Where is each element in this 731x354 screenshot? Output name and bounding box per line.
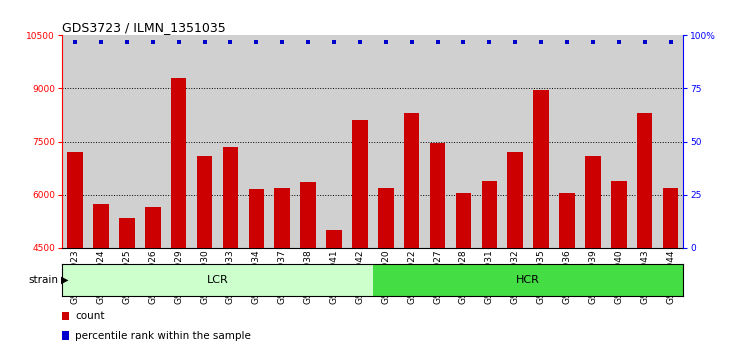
- Bar: [326, 230, 342, 354]
- Bar: [67, 152, 83, 354]
- Bar: [249, 189, 264, 354]
- Bar: [145, 207, 161, 354]
- Point: [483, 40, 495, 45]
- Point: [95, 40, 107, 45]
- Point: [199, 40, 211, 45]
- Text: ▶: ▶: [61, 275, 69, 285]
- Text: count: count: [75, 311, 105, 321]
- Bar: [352, 120, 368, 354]
- Bar: [300, 182, 316, 354]
- Bar: [611, 181, 626, 354]
- Point: [613, 40, 624, 45]
- Bar: [114, 35, 140, 248]
- Bar: [347, 35, 373, 248]
- Bar: [663, 188, 678, 354]
- Point: [224, 40, 236, 45]
- Bar: [425, 35, 450, 248]
- Bar: [373, 35, 398, 248]
- Text: HCR: HCR: [516, 275, 540, 285]
- Point: [121, 40, 133, 45]
- Point: [432, 40, 444, 45]
- Bar: [62, 264, 373, 296]
- Bar: [482, 181, 497, 354]
- Bar: [637, 113, 652, 354]
- Bar: [218, 35, 243, 248]
- Bar: [94, 204, 109, 354]
- Point: [380, 40, 392, 45]
- Point: [251, 40, 262, 45]
- Bar: [88, 35, 114, 248]
- Point: [458, 40, 469, 45]
- Point: [173, 40, 184, 45]
- Bar: [223, 147, 238, 354]
- Bar: [528, 35, 554, 248]
- Text: percentile rank within the sample: percentile rank within the sample: [75, 331, 251, 341]
- Bar: [507, 152, 523, 354]
- Bar: [430, 143, 445, 354]
- Point: [587, 40, 599, 45]
- Text: LCR: LCR: [207, 275, 228, 285]
- Bar: [455, 193, 471, 354]
- Text: GDS3723 / ILMN_1351035: GDS3723 / ILMN_1351035: [62, 21, 226, 34]
- Bar: [171, 78, 186, 354]
- Bar: [192, 35, 218, 248]
- Bar: [585, 156, 601, 354]
- Bar: [243, 35, 269, 248]
- Bar: [119, 218, 135, 354]
- Bar: [274, 188, 290, 354]
- Point: [664, 40, 676, 45]
- Point: [276, 40, 288, 45]
- Bar: [378, 188, 393, 354]
- Point: [328, 40, 340, 45]
- Bar: [269, 35, 295, 248]
- Bar: [502, 35, 528, 248]
- Bar: [295, 35, 321, 248]
- Bar: [404, 113, 420, 354]
- Bar: [658, 35, 683, 248]
- Bar: [559, 193, 575, 354]
- Point: [561, 40, 573, 45]
- Bar: [166, 35, 192, 248]
- Bar: [554, 35, 580, 248]
- Bar: [398, 35, 425, 248]
- Bar: [606, 35, 632, 248]
- Point: [406, 40, 417, 45]
- Point: [535, 40, 547, 45]
- Bar: [632, 35, 658, 248]
- Text: strain: strain: [29, 275, 58, 285]
- Bar: [140, 35, 166, 248]
- Bar: [62, 35, 88, 248]
- Point: [302, 40, 314, 45]
- Bar: [580, 35, 606, 248]
- Bar: [450, 35, 477, 248]
- Point: [69, 40, 81, 45]
- Bar: [373, 264, 683, 296]
- Point: [147, 40, 159, 45]
- Bar: [321, 35, 347, 248]
- Bar: [534, 90, 549, 354]
- Point: [354, 40, 366, 45]
- Bar: [477, 35, 502, 248]
- Bar: [197, 156, 212, 354]
- Point: [639, 40, 651, 45]
- Point: [510, 40, 521, 45]
